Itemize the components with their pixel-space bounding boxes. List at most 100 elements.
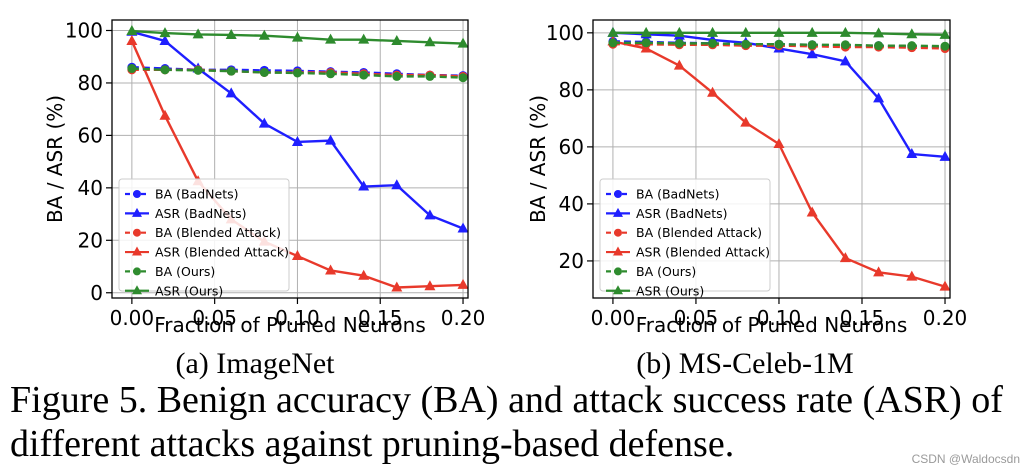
series-asr-ours (126, 25, 469, 48)
data-point (673, 26, 685, 37)
data-point (740, 26, 752, 37)
data-point (192, 28, 204, 39)
data-point (225, 87, 237, 98)
data-point (325, 33, 337, 44)
y-tick-label: 100 (546, 21, 584, 45)
data-point (325, 264, 337, 275)
y-tick-label: 60 (559, 135, 584, 159)
x-axis-label: Fraction of Pruned Neurons (154, 313, 426, 337)
data-point (326, 69, 336, 79)
data-point (159, 34, 171, 45)
data-point (773, 26, 785, 37)
data-point (906, 270, 918, 281)
axes-frame (111, 19, 469, 299)
data-point (940, 41, 950, 51)
legend-label: ASR (Blended Attack) (636, 245, 770, 260)
data-point (391, 281, 403, 292)
y-tick-label: 40 (78, 176, 103, 200)
legend-label: BA (Blended Attack) (636, 225, 762, 240)
y-tick-label: 100 (65, 18, 103, 42)
data-point (874, 41, 884, 51)
data-point (292, 68, 302, 78)
x-tick-label: 0.05 (674, 306, 719, 330)
data-point (740, 116, 752, 127)
legend-label: BA (BadNets) (636, 187, 719, 202)
data-point (708, 38, 718, 48)
axes-frame (592, 19, 951, 299)
data-point (607, 26, 619, 37)
data-point (806, 206, 818, 217)
y-tick-label: 20 (559, 249, 584, 273)
data-point (458, 73, 468, 83)
data-point (608, 38, 618, 48)
data-point (640, 26, 652, 37)
data-point (225, 28, 237, 39)
legend-marker (613, 207, 623, 217)
data-point (939, 28, 951, 39)
legend-box (599, 178, 771, 292)
legend: BA (BadNets) ASR (BadNets) BA (Blended Att… (118, 178, 290, 298)
data-point (806, 26, 818, 37)
watermark: CSDN @Waldocsdn (911, 452, 1020, 466)
y-axis-label: BA / ASR (%) (526, 95, 550, 223)
legend-label: BA (Ours) (636, 264, 696, 279)
subcaption: (a) ImageNet (175, 347, 335, 380)
x-tick-label: 0.15 (358, 306, 403, 330)
x-axis-label: Fraction of Pruned Neurons (636, 313, 908, 337)
legend-label: ASR (Ours) (155, 283, 223, 298)
data-point (127, 64, 137, 74)
data-point (425, 71, 435, 81)
data-point (391, 34, 403, 45)
y-tick-label: 80 (559, 78, 584, 102)
data-point (840, 40, 850, 50)
legend-marker (613, 246, 623, 256)
data-point (259, 67, 269, 77)
legend-marker (132, 246, 142, 256)
legend-marker (613, 285, 623, 295)
data-point (906, 148, 918, 159)
data-point (839, 26, 851, 37)
data-point (873, 92, 885, 103)
data-point (392, 71, 402, 81)
data-point (806, 48, 818, 59)
data-point (774, 39, 784, 49)
data-point (457, 37, 469, 48)
legend-marker (614, 190, 622, 198)
data-point (939, 150, 951, 161)
data-point (773, 138, 785, 149)
legend-marker (133, 190, 141, 198)
legend-label: ASR (Ours) (636, 283, 704, 298)
legend-marker (133, 228, 141, 237)
legend-marker (132, 285, 142, 295)
legend-label: ASR (BadNets) (636, 206, 728, 221)
data-point (358, 180, 370, 191)
legend-label: BA (Blended Attack) (155, 225, 281, 240)
data-point (839, 55, 851, 66)
data-point (807, 40, 817, 50)
x-tick-label: 0.10 (275, 306, 320, 330)
data-point (159, 27, 171, 38)
data-point (939, 280, 951, 291)
y-tick-label: 80 (78, 71, 103, 95)
data-point (873, 266, 885, 277)
subcaption: (b) MS-Celeb-1M (636, 347, 853, 380)
data-point (839, 252, 851, 263)
series-ba-ours (127, 64, 468, 83)
x-tick-label: 0.05 (192, 306, 237, 330)
data-point (226, 66, 236, 76)
legend-label: ASR (BadNets) (155, 206, 247, 221)
legend-marker (133, 267, 141, 276)
chart-ms-celeb-1m: 0.00 0.05 0.10 0.15 0.20 20 40 60 80 100 BA (BadNe… (526, 19, 967, 380)
legend-label: BA (Ours) (155, 264, 215, 279)
legend-label: ASR (Blended Attack) (155, 245, 289, 260)
data-point (358, 33, 370, 44)
data-point (907, 41, 917, 51)
chart-imagenet: 0.00 0.05 0.10 0.15 0.20 0 20 40 60 80 100 BA (BadN… (43, 18, 485, 380)
data-point (391, 179, 403, 190)
data-point (707, 26, 719, 37)
data-point (674, 38, 684, 48)
data-point (457, 222, 469, 233)
y-axis-label: BA / ASR (%) (43, 95, 67, 223)
data-point (906, 28, 918, 39)
